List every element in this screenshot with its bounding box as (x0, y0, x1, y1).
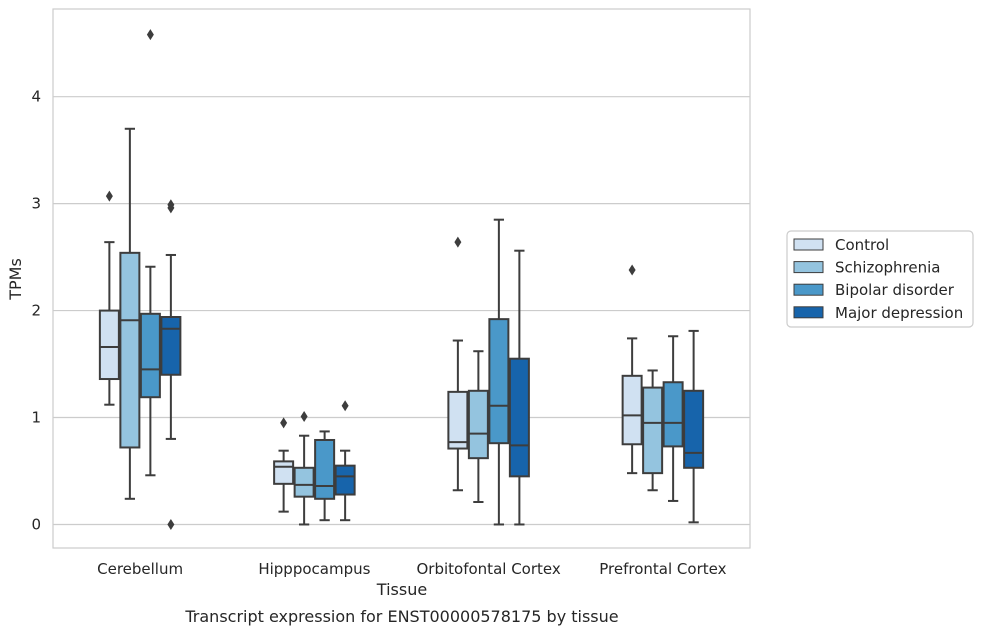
box-body (119, 251, 141, 449)
box-body (662, 381, 684, 448)
box-body (447, 390, 469, 450)
outlier-point (454, 236, 462, 248)
legend-entry: Bipolar disorder (835, 281, 955, 299)
outlier-point (280, 417, 288, 429)
legend-swatch (793, 238, 824, 251)
box-body (160, 316, 182, 376)
box-body (98, 309, 120, 381)
x-tick-labels: Cerebellum Hipppocampus Orbitofontal Corte… (97, 560, 726, 578)
legend-swatch (793, 261, 824, 274)
legend-swatch (793, 306, 824, 319)
plot-area (52, 8, 751, 549)
x-tick-label: Cerebellum (97, 560, 183, 578)
box-3-1 (642, 369, 664, 492)
outlier-point (146, 29, 154, 41)
box-2-2 (488, 218, 510, 526)
y-tick-label: 2 (31, 302, 41, 320)
outlier-point (628, 264, 636, 276)
box-2-1 (467, 350, 489, 504)
box-3-3 (683, 329, 705, 524)
x-axis-label: Tissue (376, 580, 427, 599)
box-3-0 (621, 264, 643, 475)
y-tick-label: 4 (31, 88, 41, 106)
box-0-0 (98, 190, 120, 406)
legend-swatch (793, 283, 824, 296)
box-body (621, 374, 643, 446)
box-0-3 (160, 199, 182, 530)
boxes-layer (98, 29, 705, 530)
x-tick-label: Orbitofontal Cortex (417, 560, 561, 578)
outlier-point (105, 190, 113, 202)
box-body (314, 438, 336, 500)
box-body (293, 466, 315, 498)
box-2-0 (447, 236, 469, 492)
y-tick-label: 0 (31, 515, 41, 533)
legend-entry: Major depression (835, 304, 963, 322)
box-body (642, 386, 664, 475)
outlier-point (300, 410, 308, 422)
y-axis-label: TPMs (6, 258, 25, 301)
legend-entry: Control (835, 236, 889, 254)
box-body (488, 318, 510, 445)
box-body (139, 312, 161, 399)
box-3-2 (662, 335, 684, 502)
box-0-1 (119, 127, 141, 500)
box-1-2 (314, 430, 336, 522)
box-0-2 (139, 29, 161, 477)
box-body (683, 389, 705, 469)
box-body (334, 464, 356, 496)
box-1-0 (273, 417, 295, 513)
y-tick-label: 1 (31, 409, 41, 427)
legend-entry: Schizophrenia (835, 259, 940, 277)
box-2-3 (508, 249, 530, 526)
box-1-1 (293, 410, 315, 526)
box-body (273, 460, 295, 485)
outlier-point (167, 199, 175, 211)
box-body (467, 389, 489, 460)
outlier-point (167, 518, 175, 530)
y-tick-label: 3 (31, 195, 41, 213)
x-tick-label: Prefrontal Cortex (599, 560, 726, 578)
legend: Control Schizophrenia Bipolar disorder Majo… (786, 230, 974, 328)
box-1-3 (334, 400, 356, 522)
box-body (508, 357, 530, 478)
y-tick-labels: 0 1 2 3 4 (31, 88, 41, 534)
chart-caption: Transcript expression for ENST0000057817… (184, 607, 618, 626)
legend-box (786, 230, 974, 328)
outlier-point (341, 400, 349, 412)
x-tick-label: Hipppocampus (258, 560, 370, 578)
